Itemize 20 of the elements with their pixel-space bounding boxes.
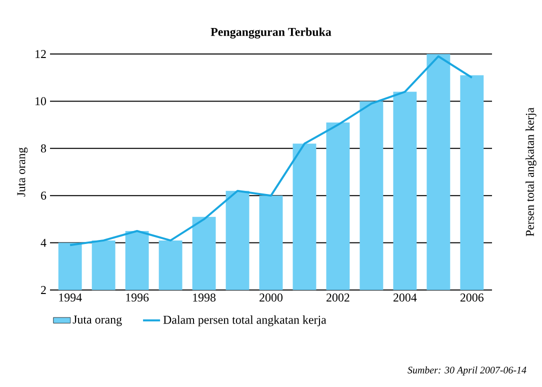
- y-tick-label: 12: [36, 50, 46, 58]
- legend-label: Dalam persen total angkatan kerja: [163, 315, 326, 326]
- y-tick-label: 6: [41, 192, 46, 200]
- y-tick-label: 8: [40, 144, 46, 152]
- chart-title: Pengangguran Terbuka: [210, 28, 332, 38]
- x-tick-label: 2004: [394, 294, 417, 302]
- y-tick-label: 4: [40, 238, 46, 247]
- x-tick-label: 1998: [193, 294, 216, 302]
- x-tick-label: 2002: [326, 294, 350, 302]
- y-tick-label: 10: [36, 97, 46, 106]
- y-axis-title: Juta orang: [17, 148, 28, 196]
- legend-label: Juta orang: [72, 316, 122, 326]
- y-tick-label: 2: [41, 286, 46, 294]
- x-tick-label: 2000: [260, 294, 282, 302]
- line-series: [69, 55, 473, 246]
- x-tick-label: 2006: [460, 294, 484, 302]
- x-tick-label: 1996: [126, 294, 149, 302]
- x-tick-label: 1994: [59, 294, 82, 302]
- text: Sumber: 30 April 2007-06-14: [408, 366, 526, 376]
- y2-axis-title: Persen total angkatan kerja: [526, 108, 536, 236]
